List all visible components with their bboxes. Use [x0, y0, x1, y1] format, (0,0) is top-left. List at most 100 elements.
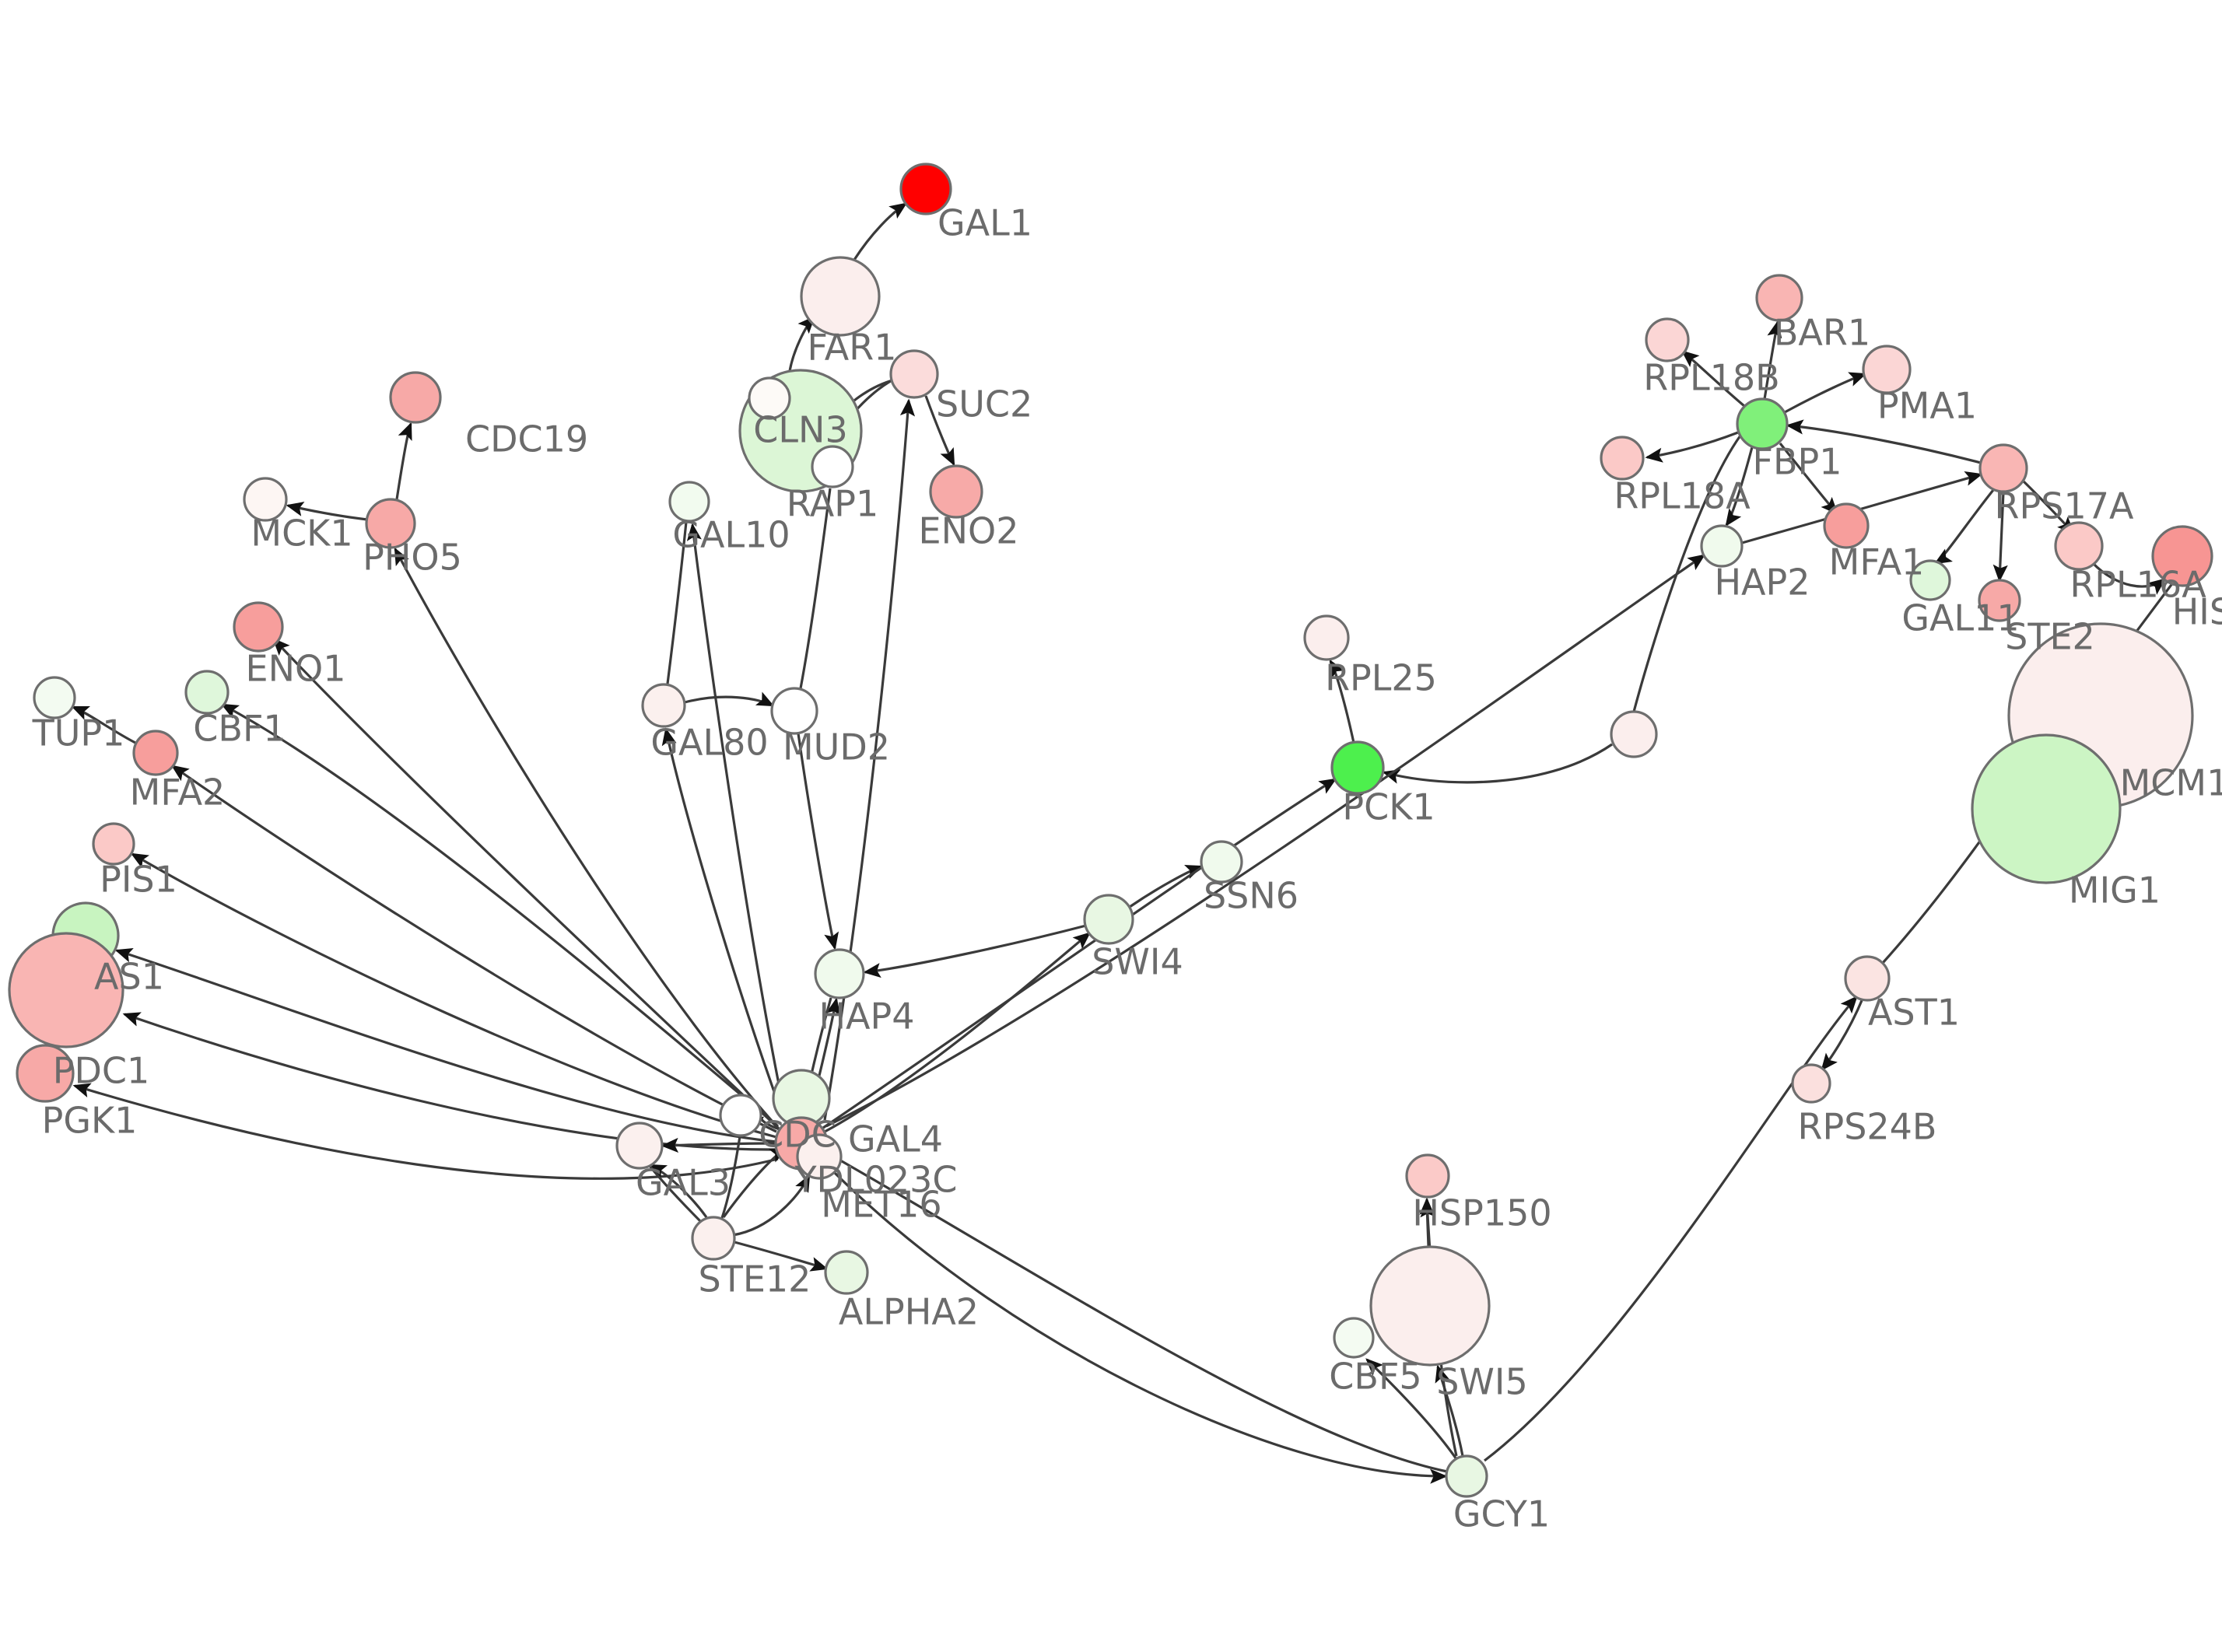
- node-PMA1[interactable]: [1862, 345, 1912, 394]
- node-CBF1[interactable]: [184, 670, 230, 715]
- node-SSN6[interactable]: [1200, 840, 1243, 884]
- edge-GAL4-to-CDC: [745, 1116, 780, 1132]
- node-HAP4[interactable]: [814, 948, 865, 999]
- node-SWI4[interactable]: [1083, 894, 1134, 945]
- node-FAR1[interactable]: [800, 256, 881, 337]
- node-PCK1[interactable]: [1330, 740, 1385, 795]
- edge-FBP1-to-PMA1: [1784, 372, 1867, 414]
- node-label-ALPHA2: ALPHA2: [839, 1291, 979, 1333]
- edge-STE12-to-CDC: [720, 1136, 741, 1219]
- node-SWI5[interactable]: [1369, 1245, 1491, 1367]
- node-RAP1[interactable]: [811, 445, 854, 488]
- edge-MFA2-to-TUP1: [71, 705, 136, 744]
- node-label-PIS1: PIS1: [100, 859, 177, 901]
- node-ENO2[interactable]: [929, 464, 983, 519]
- edge-GAL4-to-GAL80: [661, 727, 786, 1121]
- node-CDC[interactable]: [719, 1094, 762, 1137]
- edge-UNL1-to-PCK1: [1382, 743, 1613, 784]
- node-PDC1[interactable]: [8, 932, 124, 1048]
- node-ENO1[interactable]: [233, 601, 284, 653]
- node-label-GAS1: AS1: [94, 956, 164, 998]
- node-GAL11[interactable]: [1909, 559, 1951, 601]
- edge-GAL4-to-PIS1: [130, 852, 777, 1139]
- edge-SUC2-to-ENO2: [924, 395, 955, 467]
- node-MUD2[interactable]: [770, 687, 818, 735]
- node-MFA1[interactable]: [1823, 502, 1870, 549]
- node-TUP1[interactable]: [33, 676, 76, 719]
- node-label-HSP150: HSP150: [1412, 1192, 1551, 1234]
- node-label-GAL11: GAL11: [1901, 597, 2019, 639]
- node-ALPHA2[interactable]: [824, 1250, 869, 1295]
- edge-GAL4-to-SUC2: [823, 398, 916, 1121]
- node-label-PHO5: PHO5: [363, 537, 462, 579]
- node-PIS1[interactable]: [92, 822, 135, 866]
- edge-GAL4-to-CBF1: [220, 703, 780, 1128]
- node-label-HAP2: HAP2: [1714, 562, 1810, 604]
- edge-MUD2-to-RAP1: [799, 488, 832, 689]
- edge-GAL80-to-MUD2: [684, 691, 775, 707]
- node-SUC2[interactable]: [889, 349, 939, 399]
- node-CBF5[interactable]: [1333, 1317, 1375, 1359]
- edge-STE12-to-ALPHA2: [734, 1241, 829, 1272]
- node-label-RPL25: RPL25: [1325, 657, 1437, 699]
- node-GCY1[interactable]: [1445, 1454, 1488, 1498]
- node-label-CBF1: CBF1: [193, 708, 286, 750]
- node-label-MFA2: MFA2: [130, 772, 226, 814]
- nodes-layer[interactable]: [8, 163, 2213, 1498]
- node-GAL3[interactable]: [615, 1122, 664, 1170]
- edge-PHO5-to-MCK1: [286, 502, 368, 521]
- node-CLN3-inner[interactable]: [748, 376, 791, 420]
- node-label-SWI4: SWI4: [1092, 941, 1183, 983]
- node-label-GAL4: GAL4: [848, 1118, 943, 1160]
- node-label-SUC2: SUC2: [936, 383, 1032, 425]
- node-label-GAL80: GAL80: [650, 722, 768, 764]
- edge-GAL4-to-HAP2: [825, 554, 1706, 1128]
- node-label-RPL18A: RPL18A: [1614, 475, 1751, 517]
- node-UNL1[interactable]: [1610, 710, 1658, 758]
- edge-STE12-to-GAL3: [648, 1164, 708, 1218]
- node-YDL023C[interactable]: [796, 1133, 843, 1180]
- node-GAL80[interactable]: [641, 683, 686, 728]
- node-label-RPL16A: RPL16A: [2070, 564, 2206, 606]
- edge-SWI4-to-HAP4: [863, 924, 1087, 978]
- node-label-GAL10: GAL10: [672, 514, 790, 556]
- node-label-SWI5: SWI5: [1436, 1361, 1528, 1403]
- node-STE12[interactable]: [691, 1216, 736, 1261]
- node-MFA2[interactable]: [132, 730, 179, 776]
- node-MIG1[interactable]: [1971, 733, 2122, 884]
- edge-PCK1-to-RPL25: [1329, 659, 1355, 744]
- node-HAP2[interactable]: [1700, 524, 1744, 568]
- node-GAL10[interactable]: [668, 481, 710, 523]
- node-HIS4[interactable]: [2151, 525, 2213, 587]
- node-label-PCK1: PCK1: [1342, 786, 1435, 828]
- node-RPL16A[interactable]: [2054, 521, 2104, 571]
- node-label-FAR1: FAR1: [808, 327, 897, 369]
- node-CDC19[interactable]: [389, 371, 442, 424]
- node-RPL18B[interactable]: [1645, 317, 1690, 362]
- node-FBP1[interactable]: [1736, 397, 1789, 450]
- edge-FBP1-to-BAR1: [1763, 320, 1782, 400]
- edge-RPL16A-to-HIS4: [2091, 562, 2167, 595]
- node-RPL25[interactable]: [1303, 614, 1350, 661]
- node-label-BAR1: BAR1: [1774, 312, 1870, 354]
- node-STE2[interactable]: [1978, 579, 2021, 622]
- node-label-CBF5: CBF5: [1329, 1356, 1421, 1398]
- edge-GAL4-to-GCY1b: [830, 1153, 1448, 1473]
- node-AST1[interactable]: [1844, 955, 1891, 1002]
- node-label-MCK1: MCK1: [251, 513, 352, 555]
- edge-FBP1-to-RPL18A: [1645, 431, 1739, 463]
- node-RPL18A[interactable]: [1600, 436, 1645, 481]
- node-BAR1[interactable]: [1755, 274, 1803, 322]
- node-RPS17A[interactable]: [1978, 443, 2028, 493]
- node-label-CDC19: CDC19: [465, 418, 588, 460]
- node-label-YDL023C: YDL023C: [794, 1159, 957, 1201]
- node-RPS24B[interactable]: [1791, 1063, 1831, 1104]
- node-PGK1[interactable]: [16, 1044, 75, 1103]
- node-MCK1[interactable]: [243, 477, 288, 522]
- node-HSP150[interactable]: [1405, 1153, 1450, 1199]
- node-GAL1[interactable]: [899, 163, 952, 215]
- node-PHO5[interactable]: [365, 498, 416, 549]
